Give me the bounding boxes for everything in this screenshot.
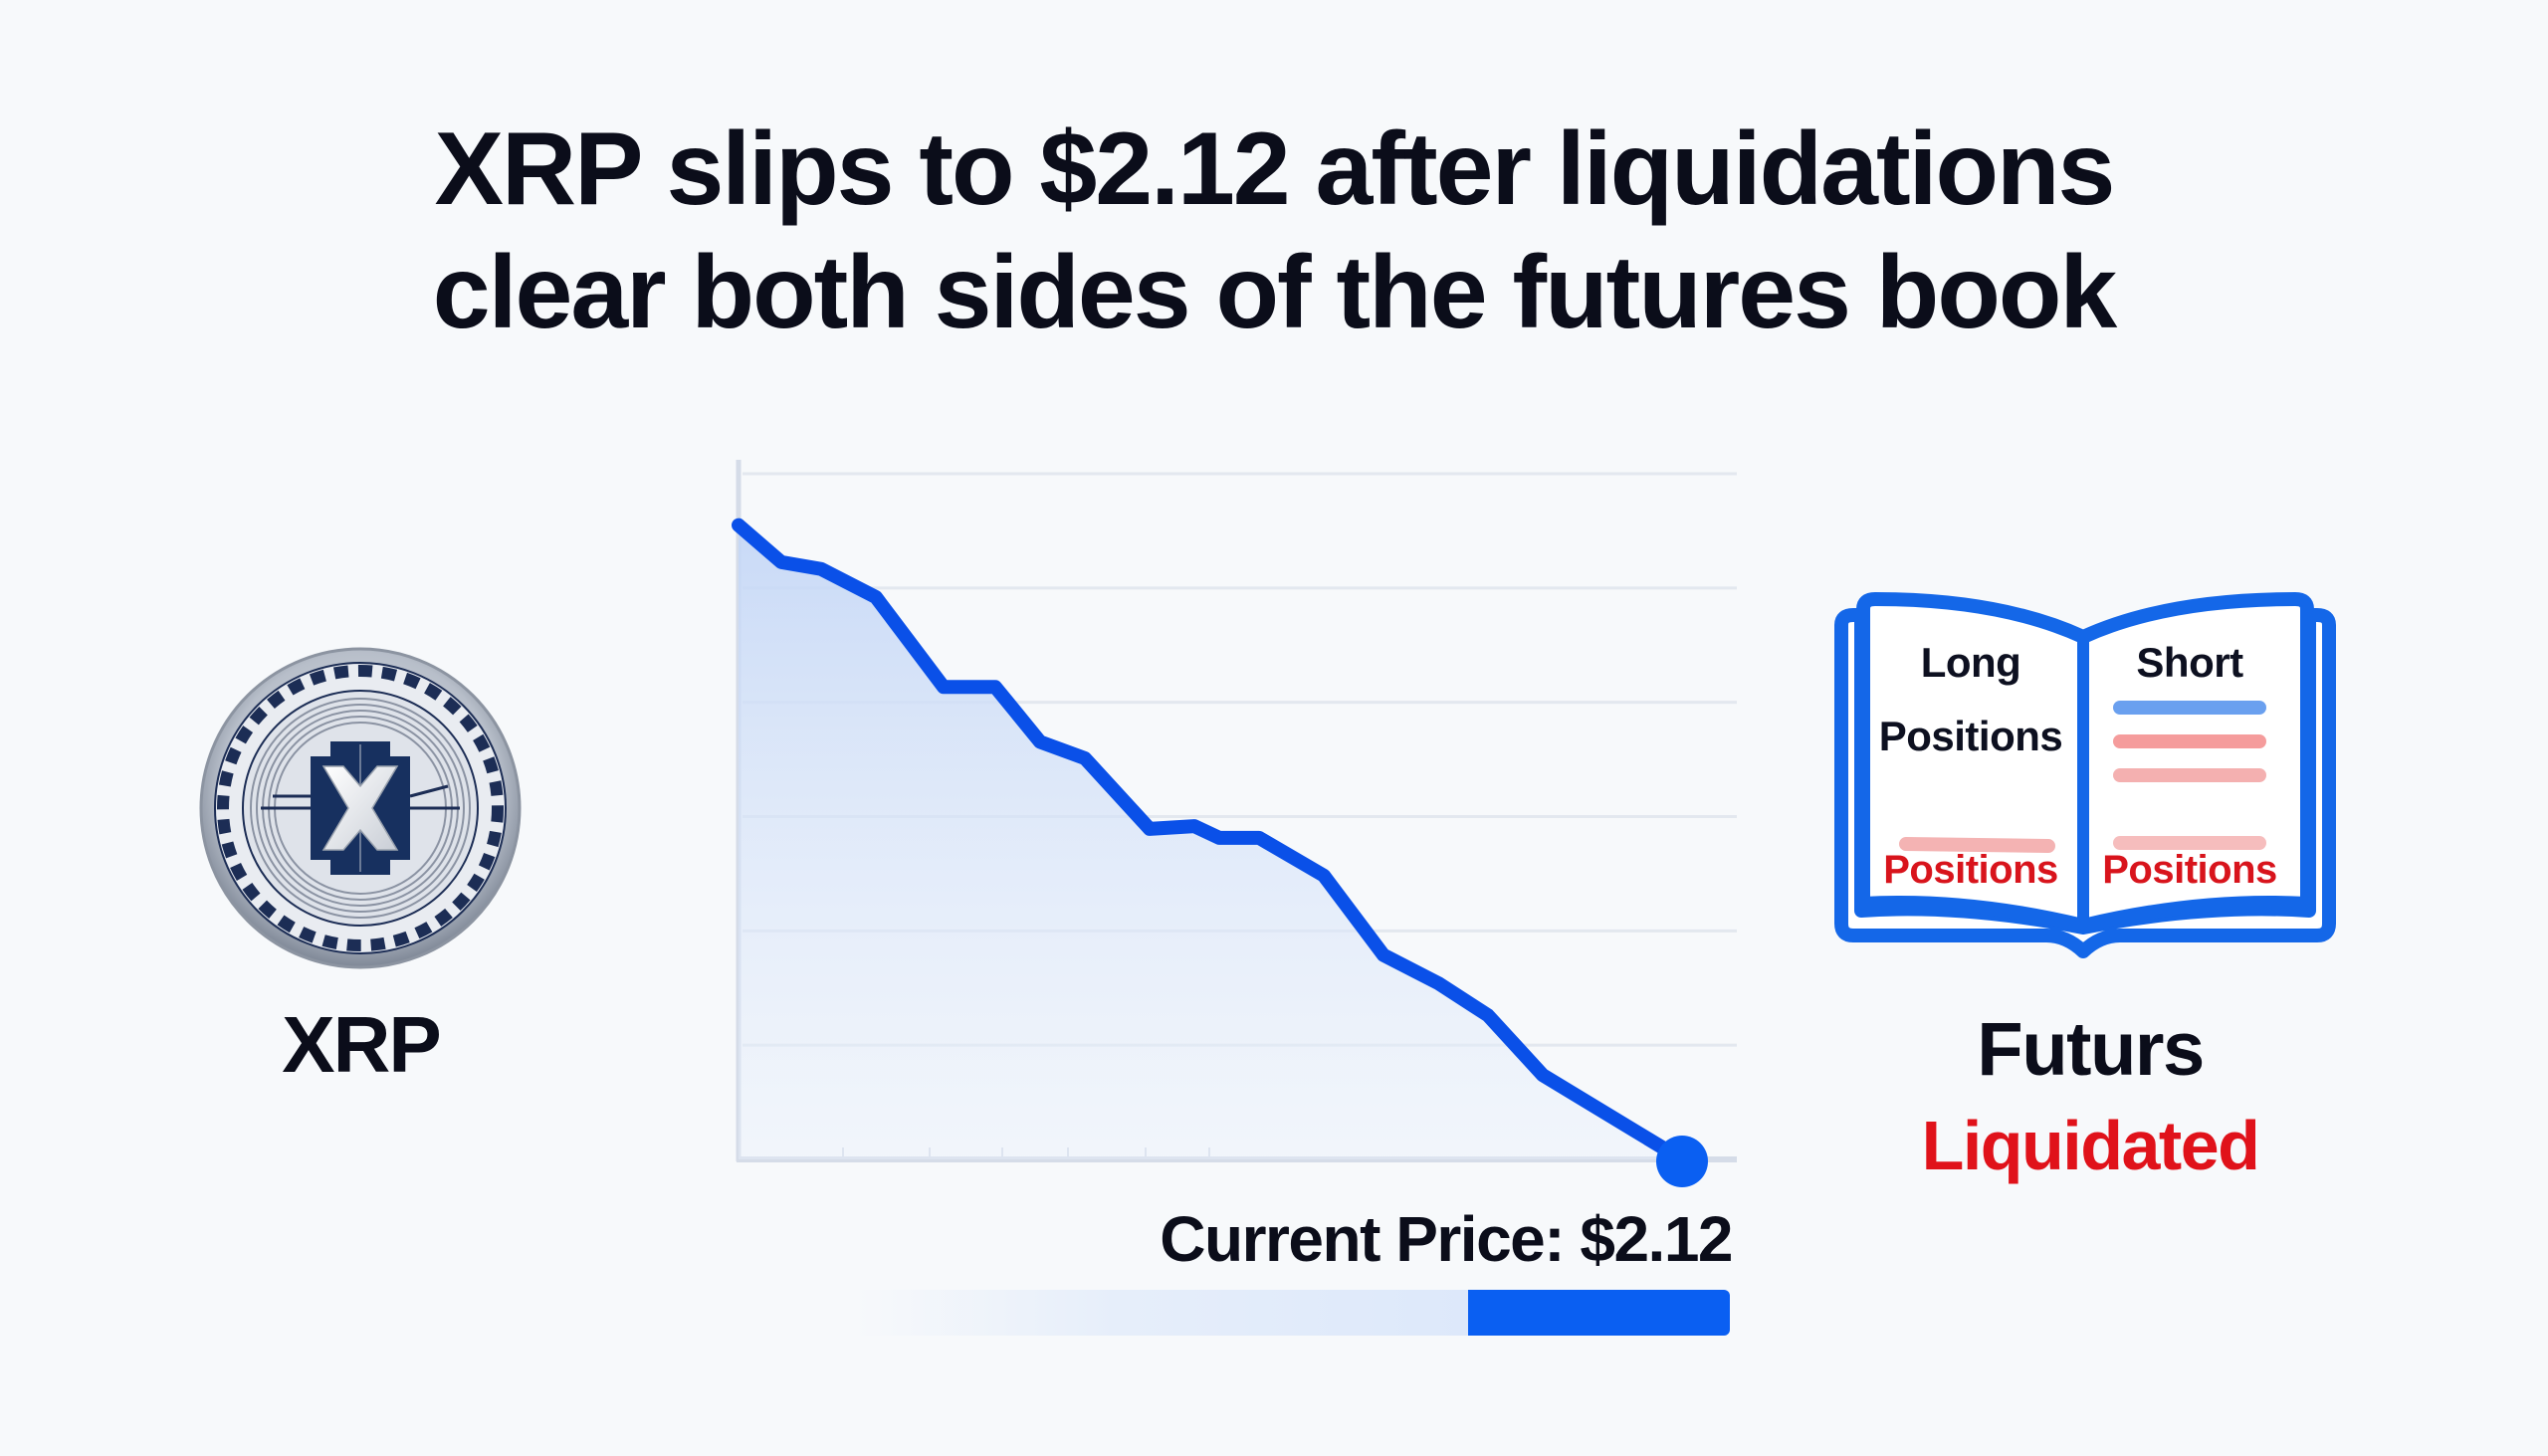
price-bar-fill [1468,1290,1730,1336]
open-book-icon: Long Positions Positions Short Positions [1821,587,2349,975]
book-right-title: Short [2136,639,2243,686]
current-price-marker [1656,1136,1708,1187]
book-left-title-line-2: Positions [1878,713,2063,759]
futures-label: Futurs [1977,1007,2205,1092]
chart-line [732,518,1689,1166]
xrp-coin-icon [199,647,523,970]
book-left-footer: Positions [1883,848,2058,892]
chart-area-fill [739,524,1682,1159]
headline-line-2: clear both sides of the futures book [432,235,2117,350]
book-right-footer: Positions [2102,848,2277,892]
liquidated-status: Liquidated [1921,1107,2260,1184]
coin-label: XRP [282,1000,442,1089]
headline: XRP slips to $2.12 after liquidations cl… [0,107,2548,354]
price-line-chart [697,438,1772,1204]
current-price-label: Current Price: $2.12 [1160,1203,1733,1275]
headline-line-1: XRP slips to $2.12 after liquidations [434,111,2116,227]
book-left-title-line-1: Long [1920,639,2021,686]
